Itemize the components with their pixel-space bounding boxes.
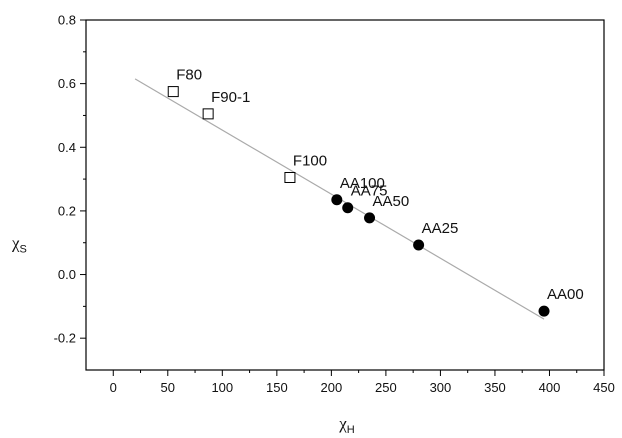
y-axis-title: χS [11,234,27,256]
point-label: F90-1 [211,89,250,106]
point-label: AA50 [373,193,410,210]
filled-circle-point [364,212,376,224]
y-tick-label: 0.2 [58,203,76,218]
point-label: AA25 [422,220,459,237]
open-square-point [202,108,214,120]
x-tick-label: 300 [430,380,452,395]
point-label: F100 [293,153,327,170]
axes [85,19,605,371]
x-tick-label: 250 [375,380,397,395]
x-tick-label: 0 [110,380,117,395]
x-tick-label: 150 [266,380,288,395]
filled-circle-point [342,202,354,214]
axis-titles: χS χH [11,234,355,436]
x-tick-label: 350 [484,380,506,395]
tick-labels: 0 50 100 150 200 250 300 350 400 450 -0.2 0.0 0.2 0.4… [54,13,615,396]
x-tick-label: 450 [593,380,615,395]
point-label: F80 [176,67,202,84]
x-axis-title: χH [338,414,355,436]
y-tick-label: 0.4 [58,140,76,155]
y-axis-title-main: χ [11,234,20,253]
y-axis-title-sub: S [20,244,27,256]
point-label: AA75 [351,183,388,200]
y-tick-label: 0.6 [58,76,76,91]
x-axis-title-main: χ [338,414,347,433]
open-square-point [167,86,179,98]
x-axis-title-sub: H [347,424,355,436]
filled-circle-point [413,239,425,251]
data-points [167,86,550,317]
open-square-point [284,172,296,183]
x-tick-label: 400 [539,380,561,395]
x-tick-label: 200 [321,380,343,395]
point-label: AA00 [547,286,584,303]
filled-circle-point [331,194,343,206]
plot-frame [85,19,605,371]
y-tick-label: 0.0 [58,267,76,282]
x-tick-label: 100 [211,380,233,395]
tick-marks [80,19,605,376]
y-tick-label: 0.8 [58,13,76,28]
x-tick-label: 50 [161,380,175,395]
y-tick-label: -0.2 [54,331,76,346]
filled-circle-point [538,305,550,317]
point-label: AA100 [340,175,385,192]
